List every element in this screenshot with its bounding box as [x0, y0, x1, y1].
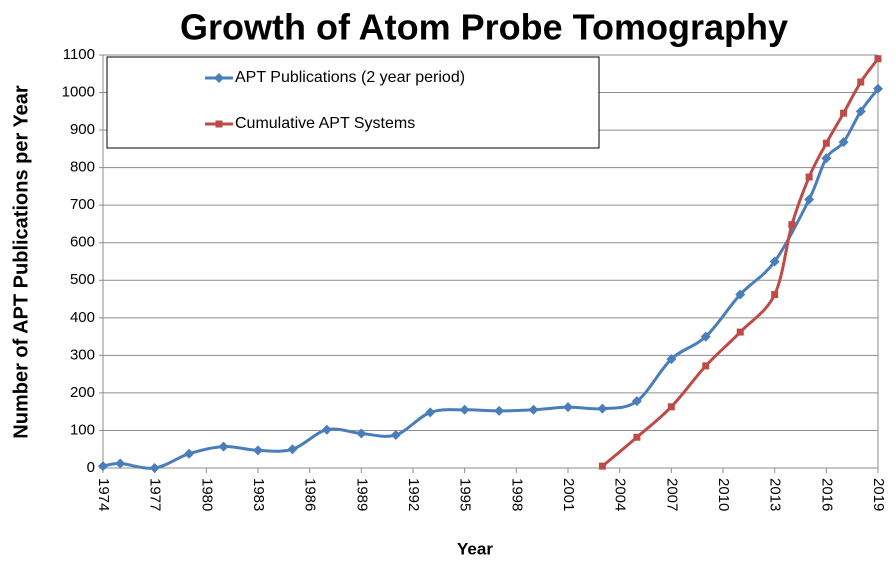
y-tick-label: 400 [70, 309, 95, 326]
marker [149, 463, 160, 473]
x-tick-label: 1977 [147, 478, 164, 511]
x-tick-label: 1986 [302, 478, 319, 511]
x-tick-label: 2013 [767, 478, 784, 511]
marker [287, 444, 298, 455]
marker [838, 137, 849, 148]
marker [873, 83, 883, 94]
marker [736, 328, 744, 336]
marker [666, 354, 677, 365]
marker [821, 153, 832, 164]
x-tick-label: 2010 [715, 478, 732, 511]
x-axis-label: Year [457, 539, 493, 558]
x-tick-label: 1983 [250, 478, 267, 511]
chart-title: Growth of Atom Probe Tomography [180, 7, 788, 48]
x-tick-label: 1992 [405, 478, 422, 511]
marker [425, 407, 436, 418]
legend-label: Cumulative APT Systems [235, 115, 415, 132]
marker [840, 109, 848, 117]
marker [822, 139, 830, 147]
marker [735, 289, 746, 300]
marker [597, 403, 608, 414]
marker [218, 441, 229, 452]
x-tick-label: 1974 [95, 478, 112, 511]
x-tick-label: 1995 [457, 478, 474, 511]
x-tick-label: 1980 [198, 478, 215, 511]
marker [494, 405, 505, 416]
marker [356, 428, 367, 439]
y-tick-label: 700 [70, 196, 95, 213]
marker [700, 331, 711, 342]
marker [667, 403, 675, 411]
x-tick-label: 2001 [560, 478, 577, 511]
marker [598, 462, 606, 470]
x-tick-label: 2007 [663, 478, 680, 511]
marker [214, 73, 224, 83]
y-tick-label: 100 [70, 421, 95, 438]
marker [702, 362, 710, 370]
marker [855, 106, 866, 117]
y-tick-label: 900 [70, 121, 95, 138]
marker [771, 291, 779, 299]
y-tick-label: 1000 [62, 84, 95, 101]
y-tick-label: 800 [70, 159, 95, 176]
y-tick-label: 200 [70, 384, 95, 401]
x-tick-label: 1989 [353, 478, 370, 511]
marker [215, 120, 223, 128]
marker [321, 424, 332, 435]
marker [857, 78, 865, 86]
x-tick-label: 1998 [508, 478, 525, 511]
marker [115, 458, 126, 469]
x-tick-label: 2019 [870, 478, 887, 511]
x-tick-label: 2004 [612, 478, 629, 511]
marker [98, 461, 108, 472]
x-tick-label: 2016 [818, 478, 835, 511]
marker [253, 445, 263, 456]
marker [563, 402, 573, 413]
marker [528, 404, 539, 415]
marker [633, 433, 641, 441]
y-tick-label: 1100 [63, 46, 95, 63]
marker [390, 429, 401, 440]
series-line [601, 57, 880, 468]
legend-label: APT Publications (2 year period) [235, 69, 465, 86]
y-tick-label: 500 [70, 271, 95, 288]
marker [788, 221, 796, 229]
legend-box [106, 56, 600, 149]
y-tick-label: 600 [70, 234, 95, 251]
y-tick-label: 0 [87, 459, 95, 476]
marker [459, 404, 470, 415]
y-axis-label: Number of APT Publications per Year [10, 85, 32, 439]
marker [184, 448, 195, 459]
y-tick-label: 300 [70, 346, 95, 363]
marker [769, 256, 780, 267]
marker [804, 194, 815, 205]
marker [631, 396, 642, 407]
marker [805, 173, 813, 181]
marker [874, 55, 882, 63]
